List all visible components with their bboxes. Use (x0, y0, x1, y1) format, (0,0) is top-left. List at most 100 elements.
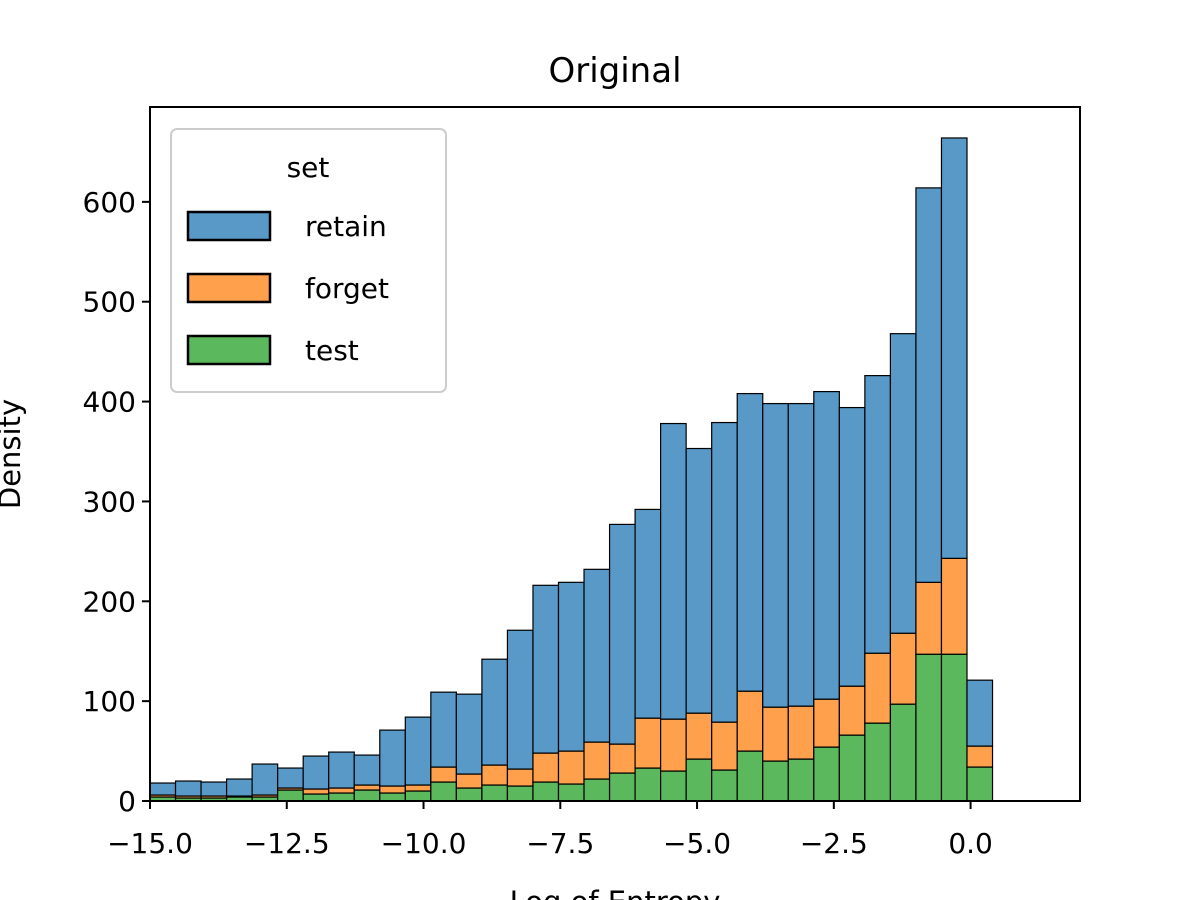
bar-test-16 (557, 783, 585, 802)
bar-retain-25 (787, 402, 815, 707)
bar-retain-16 (557, 581, 585, 752)
legend-label-forget: forget (305, 272, 389, 305)
bar-retain-6 (302, 755, 330, 790)
bar-test-25 (787, 758, 815, 802)
bar-forget-16 (557, 750, 585, 785)
bar-test-18 (608, 772, 636, 802)
bar-test-17 (583, 778, 611, 802)
bar-test-9 (379, 792, 406, 802)
bar-test-29 (889, 703, 917, 802)
bar-forget-25 (787, 705, 815, 760)
bar-retain-8 (353, 754, 381, 786)
bar-forget-26 (813, 698, 840, 748)
y-axis-ticks: 0 100 200 300 400 500 600 (83, 186, 150, 818)
bar-forget-10 (404, 784, 432, 792)
y-tick-label: 300 (83, 485, 136, 518)
bar-retain-2 (200, 781, 228, 797)
bar-retain-23 (736, 392, 764, 692)
bar-test-19 (634, 767, 662, 802)
bar-test-23 (736, 750, 764, 802)
bar-retain-22 (711, 421, 738, 723)
bar-forget-32 (966, 745, 994, 768)
y-tick-label: 200 (83, 585, 136, 618)
bar-retain-3 (225, 778, 253, 797)
bar-forget-22 (711, 721, 738, 771)
bar-forget-29 (889, 632, 917, 705)
bar-retain-30 (915, 187, 943, 583)
legend-label-retain: retain (305, 210, 387, 243)
bar-forget-12 (455, 773, 483, 789)
bar-forget-17 (583, 741, 611, 780)
bar-forget-23 (736, 690, 764, 752)
bar-test-26 (813, 746, 840, 802)
bar-retain-4 (251, 763, 279, 796)
legend-label-test: test (305, 334, 359, 367)
bar-forget-11 (430, 766, 457, 783)
x-axis-ticks: −15.0 −12.5 −10.0 −7.5 −5.0 −2.5 0.0 (107, 801, 993, 860)
y-tick-label: 400 (83, 386, 136, 419)
bar-forget-19 (634, 717, 662, 769)
bar-forget-18 (608, 743, 636, 774)
bar-forget-20 (660, 718, 687, 772)
bar-retain-15 (532, 584, 560, 754)
bar-retain-28 (864, 375, 891, 654)
bar-forget-31 (940, 557, 968, 655)
bar-retain-31 (940, 137, 968, 559)
legend-swatch-forget (186, 272, 272, 304)
bar-test-31 (940, 653, 968, 802)
bar-test-12 (455, 787, 483, 802)
y-tick-label: 0 (118, 785, 136, 818)
legend-box (170, 128, 447, 393)
bar-retain-9 (379, 729, 406, 787)
bar-test-8 (353, 789, 381, 802)
bar-forget-21 (685, 712, 713, 760)
bar-test-7 (328, 792, 355, 802)
x-tick-label: −7.5 (526, 827, 594, 860)
bar-forget-6 (302, 788, 330, 795)
x-tick-label: −5.0 (663, 827, 731, 860)
bar-retain-32 (966, 679, 994, 747)
y-tick-label: 100 (83, 685, 136, 718)
bar-test-30 (915, 653, 943, 802)
bar-retain-17 (583, 568, 611, 743)
bar-retain-24 (762, 402, 789, 708)
bar-retain-29 (889, 333, 917, 634)
bar-retain-13 (481, 658, 509, 766)
legend-swatch-retain (186, 210, 272, 242)
bars-layer (149, 137, 994, 802)
bar-retain-1 (174, 780, 202, 797)
bar-retain-5 (277, 767, 304, 789)
bar-test-6 (302, 793, 330, 802)
legend-swatch-test (186, 334, 272, 366)
bar-retain-27 (838, 406, 866, 687)
bar-forget-9 (379, 785, 406, 794)
legend-items: retain forget test (186, 210, 389, 367)
bar-forget-24 (762, 706, 789, 762)
plot-frame (149, 106, 1081, 802)
x-tick-label: −10.0 (381, 827, 467, 860)
bar-forget-15 (532, 752, 560, 783)
bar-retain-10 (404, 716, 432, 786)
x-axis-label: Log of Entropy (510, 885, 721, 900)
bar-retain-26 (813, 390, 840, 700)
bar-forget-7 (328, 787, 355, 794)
x-tick-label: −15.0 (107, 827, 193, 860)
y-axis-label: Density (0, 399, 27, 509)
bar-test-14 (506, 785, 534, 802)
bar-test-32 (966, 766, 994, 802)
x-tick-label: 0.0 (948, 827, 993, 860)
x-tick-label: −12.5 (244, 827, 330, 860)
bar-test-28 (864, 722, 891, 802)
y-tick-label: 600 (83, 186, 136, 219)
bar-retain-0 (149, 782, 177, 796)
bar-forget-27 (838, 685, 866, 736)
bar-retain-21 (685, 447, 713, 714)
legend: set retain forget test (170, 128, 447, 393)
bar-forget-30 (915, 581, 943, 655)
y-tick-label: 500 (83, 286, 136, 319)
bar-test-10 (404, 790, 432, 802)
bar-retain-7 (328, 751, 355, 789)
bar-test-27 (838, 734, 866, 802)
bar-test-21 (685, 758, 713, 802)
